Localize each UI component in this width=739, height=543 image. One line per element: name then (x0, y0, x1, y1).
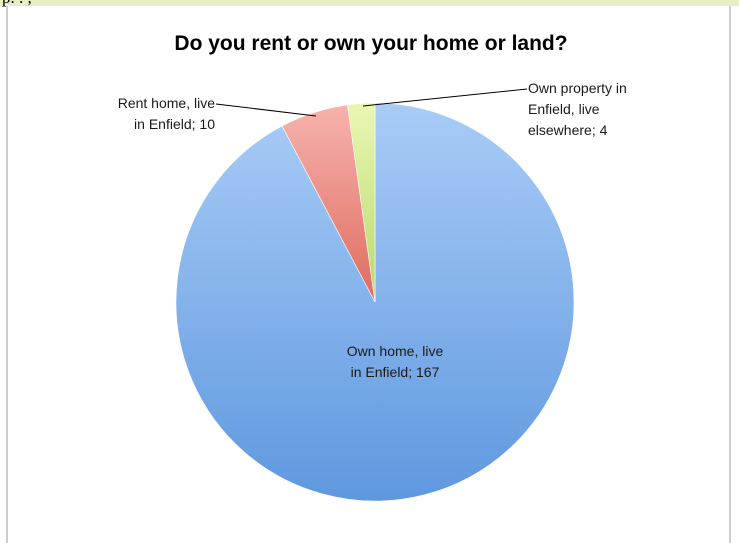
slice-label-line: in Enfield; 10 (134, 116, 215, 132)
chart-title: Do you rent or own your home or land? (174, 32, 567, 55)
header-fragment: p. . , (2, 0, 32, 8)
leader-line-3 (362, 88, 528, 107)
slice-label-line: Own property in (528, 80, 627, 96)
slice-label-line: elsewhere; 4 (528, 122, 608, 138)
leader-line-2 (215, 103, 317, 117)
slice-label-line: in Enfield; 167 (351, 364, 440, 380)
slice-label-2: Rent home, live in Enfield; 10 (118, 95, 215, 132)
slice-label-line: Own home, live (347, 343, 444, 359)
pie-slice-3 (347, 102, 376, 303)
slice-label-1: Own home, live in Enfield; 167 (347, 343, 444, 380)
slice-label-line: Rent home, live (118, 95, 215, 111)
slice-label-line: Enfield, live (528, 101, 600, 117)
top-strip: p. . , (0, 0, 739, 8)
slice-label-3: Own property in Enfield, live elsewhere; 4 (528, 80, 627, 138)
